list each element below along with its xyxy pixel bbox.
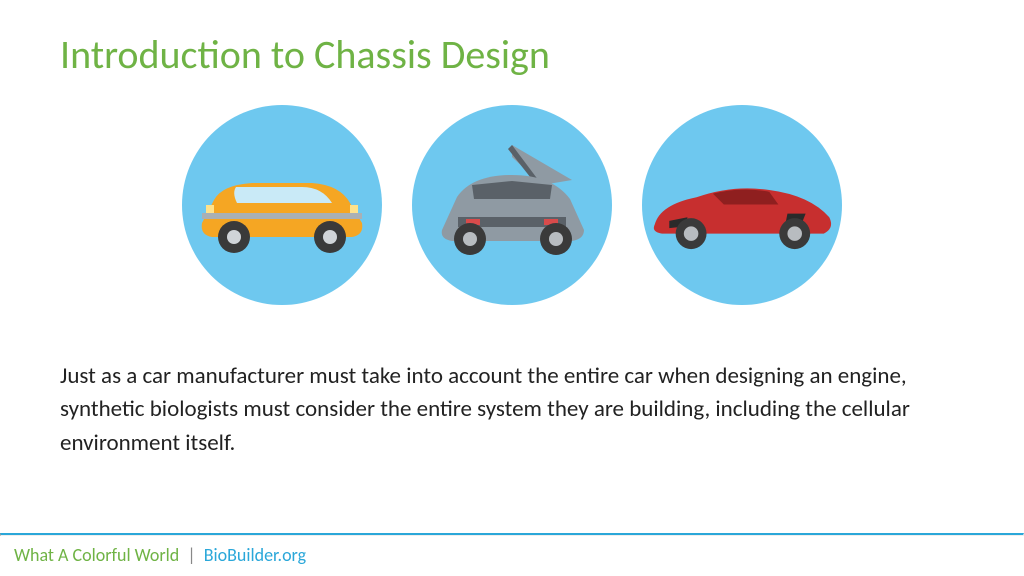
footer-rule: [0, 533, 1024, 536]
classic-sedan-icon: [182, 145, 382, 265]
slide-title: Introduction to Chassis Design: [60, 30, 550, 79]
footer-right: BioBuilder.org: [204, 544, 306, 566]
car-circle-1: [182, 105, 382, 305]
footer-left: What A Colorful World: [14, 544, 179, 566]
footer: What A Colorful World | BioBuilder.org: [14, 544, 306, 566]
footer-separator: |: [187, 544, 195, 566]
supercar-icon: [642, 150, 842, 259]
slide: Introduction to Chassis Design: [0, 0, 1024, 576]
car-circle-2: [412, 105, 612, 305]
body-paragraph: Just as a car manufacturer must take int…: [60, 360, 964, 460]
delorean-icon: [412, 135, 612, 275]
cars-row: [0, 105, 1024, 305]
car-circle-3: [642, 105, 842, 305]
